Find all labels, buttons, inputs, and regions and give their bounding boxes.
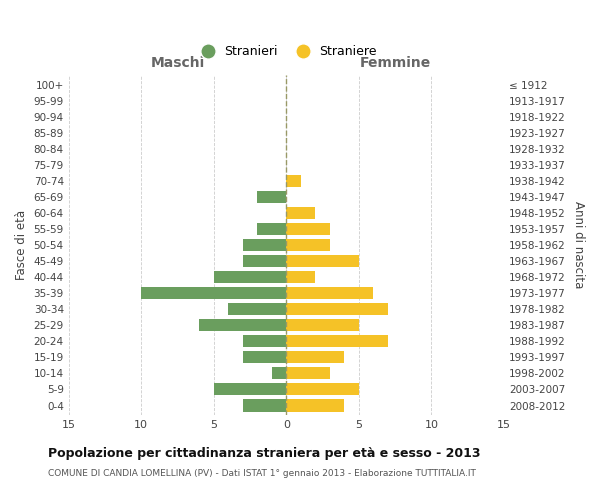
Bar	[243, 400, 286, 411]
Bar	[286, 223, 330, 235]
Y-axis label: Anni di nascita: Anni di nascita	[572, 202, 585, 288]
Bar	[214, 384, 286, 396]
Text: Popolazione per cittadinanza straniera per età e sesso - 2013: Popolazione per cittadinanza straniera p…	[48, 448, 481, 460]
Text: Femmine: Femmine	[359, 56, 431, 70]
Bar	[286, 352, 344, 364]
Bar	[257, 223, 286, 235]
Bar	[286, 384, 359, 396]
Bar	[243, 239, 286, 251]
Bar	[286, 271, 316, 283]
Bar	[243, 255, 286, 267]
Bar	[286, 255, 359, 267]
Bar	[286, 400, 344, 411]
Bar	[243, 352, 286, 364]
Text: COMUNE DI CANDIA LOMELLINA (PV) - Dati ISTAT 1° gennaio 2013 - Elaborazione TUTT: COMUNE DI CANDIA LOMELLINA (PV) - Dati I…	[48, 469, 476, 478]
Legend: Stranieri, Straniere: Stranieri, Straniere	[191, 40, 382, 64]
Bar	[286, 175, 301, 187]
Bar	[286, 336, 388, 347]
Bar	[286, 239, 330, 251]
Bar	[228, 303, 286, 315]
Bar	[214, 271, 286, 283]
Bar	[272, 368, 286, 380]
Bar	[286, 320, 359, 332]
Bar	[257, 191, 286, 203]
Bar	[199, 320, 286, 332]
Bar	[141, 287, 286, 299]
Bar	[286, 368, 330, 380]
Bar	[286, 303, 388, 315]
Bar	[286, 207, 316, 219]
Y-axis label: Fasce di età: Fasce di età	[15, 210, 28, 280]
Bar	[286, 287, 373, 299]
Bar	[243, 336, 286, 347]
Text: Maschi: Maschi	[151, 56, 205, 70]
